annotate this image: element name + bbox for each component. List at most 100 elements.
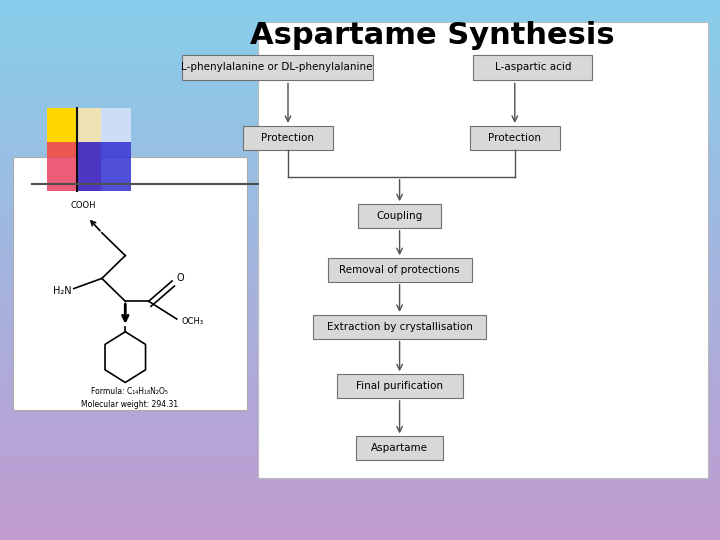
Bar	[0, 286, 720, 289]
Bar	[0, 440, 720, 443]
Bar	[0, 297, 720, 300]
Bar	[0, 89, 720, 92]
Bar	[0, 8, 720, 11]
Bar	[0, 340, 720, 343]
Bar	[0, 381, 720, 383]
Bar	[0, 103, 720, 105]
Bar	[0, 148, 720, 151]
Bar	[0, 373, 720, 375]
Bar	[0, 324, 720, 327]
Bar	[0, 486, 720, 489]
Bar	[0, 189, 720, 192]
Bar	[0, 494, 720, 497]
Text: OCH₃: OCH₃	[181, 317, 204, 326]
Bar	[0, 186, 720, 189]
Bar	[0, 464, 720, 467]
Bar	[0, 364, 720, 367]
Text: Protection: Protection	[488, 133, 541, 143]
Bar	[0, 127, 720, 130]
Bar	[0, 165, 720, 167]
Bar	[0, 254, 720, 256]
Bar	[0, 394, 720, 397]
Bar	[0, 178, 720, 181]
Bar	[0, 122, 720, 124]
Text: Aspartame Synthesis: Aspartame Synthesis	[250, 21, 614, 50]
FancyBboxPatch shape	[258, 22, 708, 478]
Bar	[0, 230, 720, 232]
Bar	[0, 14, 720, 16]
Bar	[0, 470, 720, 472]
Bar	[0, 43, 720, 46]
Bar	[0, 35, 720, 38]
Bar	[0, 532, 720, 535]
Bar	[0, 181, 720, 184]
Bar	[0, 22, 720, 24]
Bar	[0, 154, 720, 157]
Bar	[0, 481, 720, 483]
Bar	[0, 248, 720, 251]
Bar	[0, 308, 720, 310]
Bar	[0, 70, 720, 73]
Bar	[0, 343, 720, 346]
Bar	[0, 292, 720, 294]
Bar	[0, 130, 720, 132]
Text: COOH: COOH	[71, 201, 96, 210]
Bar	[0, 49, 720, 51]
Bar	[0, 19, 720, 22]
Bar	[0, 246, 720, 248]
Bar	[0, 475, 720, 478]
Bar	[0, 478, 720, 481]
Bar	[0, 294, 720, 297]
Bar	[0, 173, 720, 176]
Bar	[0, 216, 720, 219]
Bar	[0, 243, 720, 246]
Bar	[0, 84, 720, 86]
Bar	[0, 429, 720, 432]
Bar	[0, 24, 720, 27]
FancyBboxPatch shape	[356, 436, 443, 460]
Bar	[0, 124, 720, 127]
Bar	[0, 59, 720, 62]
Text: Aspartame: Aspartame	[371, 443, 428, 453]
Bar	[0, 284, 720, 286]
Bar	[0, 176, 720, 178]
Bar	[0, 184, 720, 186]
Bar	[0, 170, 720, 173]
Bar	[0, 378, 720, 381]
Bar	[0, 219, 720, 221]
Bar	[0, 267, 720, 270]
Bar	[0, 462, 720, 464]
Bar	[0, 310, 720, 313]
Bar	[0, 270, 720, 273]
Bar	[0, 432, 720, 435]
Bar	[0, 354, 720, 356]
Bar	[0, 194, 720, 197]
Bar	[0, 416, 720, 418]
Bar	[0, 489, 720, 491]
Bar	[0, 451, 720, 454]
Bar	[0, 502, 720, 505]
Bar	[0, 454, 720, 456]
Bar	[0, 383, 720, 386]
Bar	[0, 73, 720, 76]
FancyBboxPatch shape	[328, 258, 472, 282]
Bar	[0, 300, 720, 302]
Bar	[0, 437, 720, 440]
Bar	[0, 516, 720, 518]
Bar	[0, 30, 720, 32]
Bar	[0, 526, 720, 529]
Bar	[0, 213, 720, 216]
Bar	[0, 302, 720, 305]
Bar	[0, 265, 720, 267]
Bar	[0, 5, 720, 8]
Bar	[0, 289, 720, 292]
Bar	[0, 192, 720, 194]
Bar	[0, 435, 720, 437]
FancyBboxPatch shape	[474, 55, 593, 80]
Bar	[0, 427, 720, 429]
Bar	[0, 119, 720, 122]
Bar	[0, 208, 720, 211]
Bar	[0, 467, 720, 470]
Bar	[0, 94, 720, 97]
Bar	[0, 140, 720, 143]
